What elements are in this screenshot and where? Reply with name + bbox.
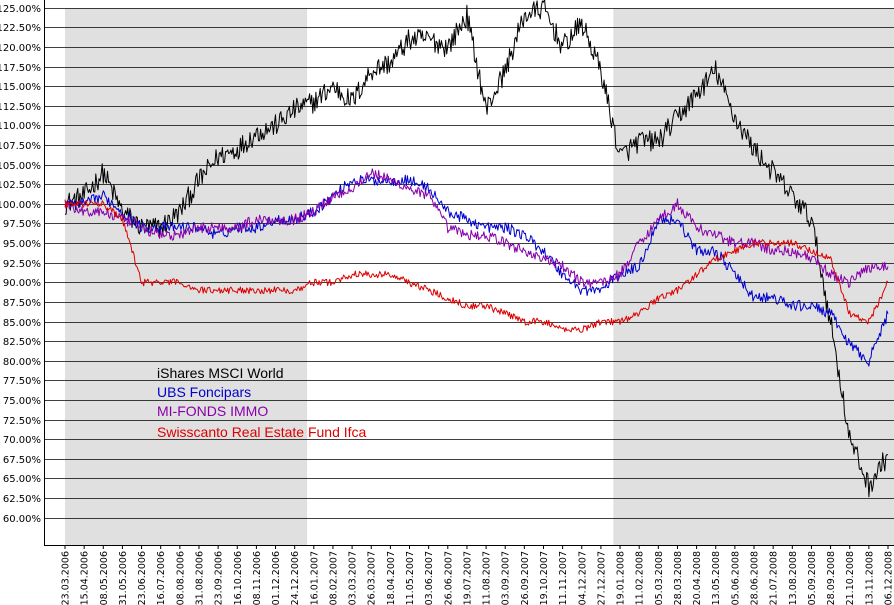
legend-entry-swisscanto: Swisscanto Real Estate Fund Ifca	[157, 424, 367, 440]
x-tick-label: 19.01.2008	[616, 551, 627, 605]
shade-2006	[65, 8, 308, 545]
series-lines	[64, 0, 889, 498]
x-tick-label: 19.07.2007	[462, 551, 473, 605]
y-tick-label: 100.00%	[0, 200, 41, 211]
y-tick-label: 122.50%	[0, 23, 41, 34]
series-line-2	[64, 168, 889, 288]
y-tick-label: 62.50%	[3, 494, 41, 505]
gridlines	[44, 8, 894, 519]
y-tick-label: 70.00%	[3, 435, 41, 446]
x-tick-label: 21.07.2008	[769, 551, 780, 605]
x-tick-label: 28.09.2008	[826, 551, 837, 605]
y-tick-label: 110.00%	[0, 121, 41, 132]
y-tick-label: 67.50%	[3, 455, 41, 466]
x-tick-label: 15.04.2006	[80, 551, 91, 605]
x-tick-label: 23.03.2006	[61, 551, 72, 605]
x-tick-label: 08.08.2006	[175, 551, 186, 605]
y-tick-label: 102.50%	[0, 180, 41, 191]
y-tick-label: 85.00%	[3, 318, 41, 329]
y-tick-label: 80.00%	[3, 357, 41, 368]
series-line-0	[64, 0, 889, 498]
y-tick-label: 105.00%	[0, 161, 41, 172]
y-tick-label: 72.50%	[3, 416, 41, 427]
series-line-3	[64, 200, 889, 333]
x-tick-label: 13.05.2008	[711, 551, 722, 605]
x-tick-label: 23.06.2006	[137, 551, 148, 605]
x-tick-label: 05.06.2008	[730, 551, 741, 605]
x-tick-label: 16.01.2007	[309, 551, 320, 605]
legend: iShares MSCI World UBS Foncipars MI-FOND…	[157, 365, 367, 440]
legend-entry-ishares: iShares MSCI World	[157, 365, 284, 381]
x-tick-label: 03.03.2007	[348, 551, 359, 605]
y-tick-label: 115.00%	[0, 82, 41, 93]
x-tick-label: 28.03.2008	[673, 551, 684, 605]
y-tick-label: 95.00%	[3, 239, 41, 250]
y-tick-label: 77.50%	[3, 376, 41, 387]
x-tick-label: 11.08.2007	[482, 551, 493, 605]
x-tick-label: 16.07.2006	[156, 551, 167, 605]
y-tick-label: 75.00%	[3, 396, 41, 407]
legend-entry-mi-fonds: MI-FONDS IMMO	[157, 403, 268, 419]
y-tick-label: 92.50%	[3, 259, 41, 270]
y-tick-labels: 60.00% 62.50% 65.00% 67.50% 70.00% 72.50% 75.0…	[0, 4, 41, 525]
x-tick-label: 11.05.2007	[405, 551, 416, 605]
legend-entry-ubs: UBS Foncipars	[157, 384, 251, 400]
y-tick-label: 90.00%	[3, 278, 41, 289]
y-tick-label: 120.00%	[0, 43, 41, 54]
x-tick-label: 26.09.2007	[520, 551, 531, 605]
x-tick-label: 03.06.2007	[424, 551, 435, 605]
y-tick-label: 125.00%	[0, 4, 41, 15]
y-tick-label: 82.50%	[3, 337, 41, 348]
x-tick-label: 19.10.2007	[539, 551, 550, 605]
series-line-1	[64, 174, 889, 367]
x-tick-label: 08.05.2006	[99, 551, 110, 605]
x-tick-label: 23.09.2006	[214, 551, 225, 605]
x-tick-label: 05.03.2008	[654, 551, 665, 605]
x-tick-label: 08.02.2007	[328, 551, 339, 605]
x-tick-label: 21.10.2008	[845, 551, 856, 605]
x-tick-label: 31.08.2006	[194, 551, 205, 605]
x-tick-label: 24.12.2006	[290, 551, 301, 605]
x-tick-label: 26.03.2007	[367, 551, 378, 605]
x-tick-label: 06.12.2008	[884, 551, 894, 605]
y-tick-label: 117.50%	[0, 63, 41, 74]
x-tick-label: 04.12.2007	[577, 551, 588, 605]
x-tick-label: 18.04.2007	[386, 551, 397, 605]
x-tick-label: 05.09.2008	[807, 551, 818, 605]
x-tick-label: 16.10.2006	[233, 551, 244, 605]
x-tick-labels: 23.03.2006 15.04.2006 08.05.2006 31.05.2006…	[61, 545, 894, 605]
x-tick-label: 20.04.2008	[692, 551, 703, 605]
x-tick-label: 01.12.2006	[271, 551, 282, 605]
x-tick-label: 08.11.2006	[252, 551, 263, 605]
y-tick-label: 112.50%	[0, 102, 41, 113]
x-tick-label: 13.11.2008	[864, 551, 875, 605]
x-tick-label: 11.02.2008	[635, 551, 646, 605]
x-tick-label: 31.05.2006	[118, 551, 129, 605]
x-tick-label: 27.12.2007	[596, 551, 607, 605]
y-tick-label: 60.00%	[3, 514, 41, 525]
x-tick-label: 26.06.2007	[443, 551, 454, 605]
shade-2008	[613, 8, 894, 545]
y-tick-label: 65.00%	[3, 474, 41, 485]
x-tick-label: 28.06.2008	[750, 551, 761, 605]
year-shading	[65, 8, 894, 545]
y-tick-label: 107.50%	[0, 141, 41, 152]
x-tick-label: 13.08.2008	[788, 551, 799, 605]
axes	[44, 0, 894, 546]
y-tick-label: 87.50%	[3, 298, 41, 309]
x-tick-label: 11.11.2007	[558, 551, 569, 605]
y-tick-label: 97.50%	[3, 219, 41, 230]
x-tick-label: 03.09.2007	[501, 551, 512, 605]
